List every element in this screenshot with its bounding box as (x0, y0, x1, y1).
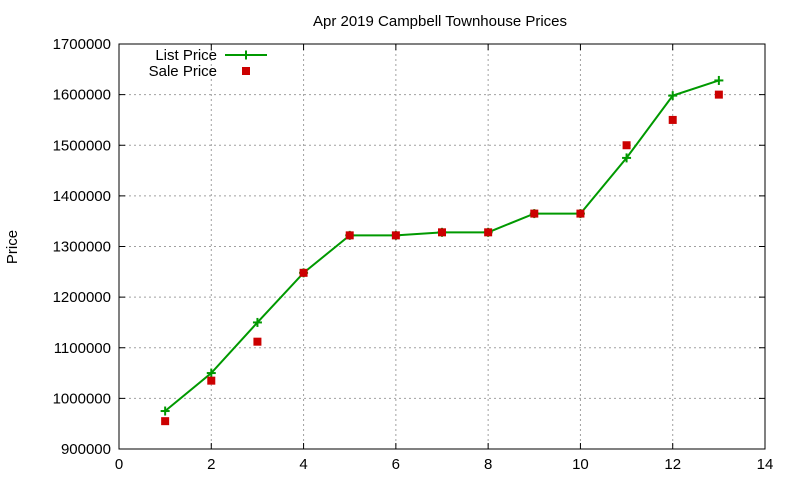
sale-price-point (391, 231, 400, 240)
legend-label: List Price (155, 47, 217, 64)
sale-price-point (345, 231, 354, 240)
series-layer (160, 75, 724, 426)
legend-plus-swatch (241, 50, 251, 60)
list-price-point (160, 406, 170, 416)
sale-price-point (253, 337, 262, 346)
x-tick-label: 6 (392, 456, 400, 473)
y-tick-label: 1200000 (53, 289, 111, 306)
y-tick-label: 1100000 (54, 340, 111, 357)
sale-price-point (161, 417, 170, 426)
list-price-point (622, 153, 632, 163)
series-1 (160, 75, 724, 416)
legend-label: Sale Price (149, 63, 217, 80)
x-tick-label: 8 (484, 456, 492, 473)
list-price-line (164, 79, 720, 412)
x-tick-label: 0 (115, 456, 123, 473)
sale-price-point (530, 209, 539, 218)
y-tick-label: 1400000 (53, 188, 111, 205)
list-price-point (668, 91, 678, 101)
grid (119, 44, 765, 449)
sale-price-point (207, 376, 216, 385)
y-axis-label: Price (4, 230, 21, 264)
sale-price-point (668, 115, 677, 124)
x-tick-label: 4 (299, 456, 307, 473)
series-2 (161, 90, 723, 426)
list-price-point (252, 317, 262, 327)
y-tick-label: 1600000 (53, 87, 111, 104)
chart-title: Apr 2019 Campbell Townhouse Prices (313, 13, 567, 30)
legend-square-swatch (242, 67, 250, 75)
sale-price-point (714, 90, 723, 99)
x-tick-label: 12 (664, 456, 681, 473)
y-tick-label: 1700000 (53, 36, 111, 53)
list-price-point (206, 368, 216, 378)
y-tick-label: 1300000 (53, 239, 111, 256)
x-tick-label: 2 (207, 456, 215, 473)
x-tick-label: 10 (572, 456, 589, 473)
sale-price-point (576, 209, 585, 218)
y-tick-label: 1000000 (53, 390, 111, 407)
sale-price-point (622, 141, 631, 150)
sale-price-point (484, 228, 493, 237)
x-tick-label: 14 (757, 456, 774, 473)
sale-price-point (299, 268, 308, 277)
legend-entry-1: List Price (155, 47, 267, 64)
y-tick-label: 900000 (61, 441, 111, 458)
legend-entry-2: Sale Price (149, 63, 250, 80)
axes: 0 2 4 6 8 10 12 14 900000 1000000 1100000 1200000 13… (53, 36, 774, 473)
y-tick-label: 1500000 (53, 137, 111, 154)
list-price-point (714, 75, 724, 85)
sale-price-point (438, 228, 446, 237)
